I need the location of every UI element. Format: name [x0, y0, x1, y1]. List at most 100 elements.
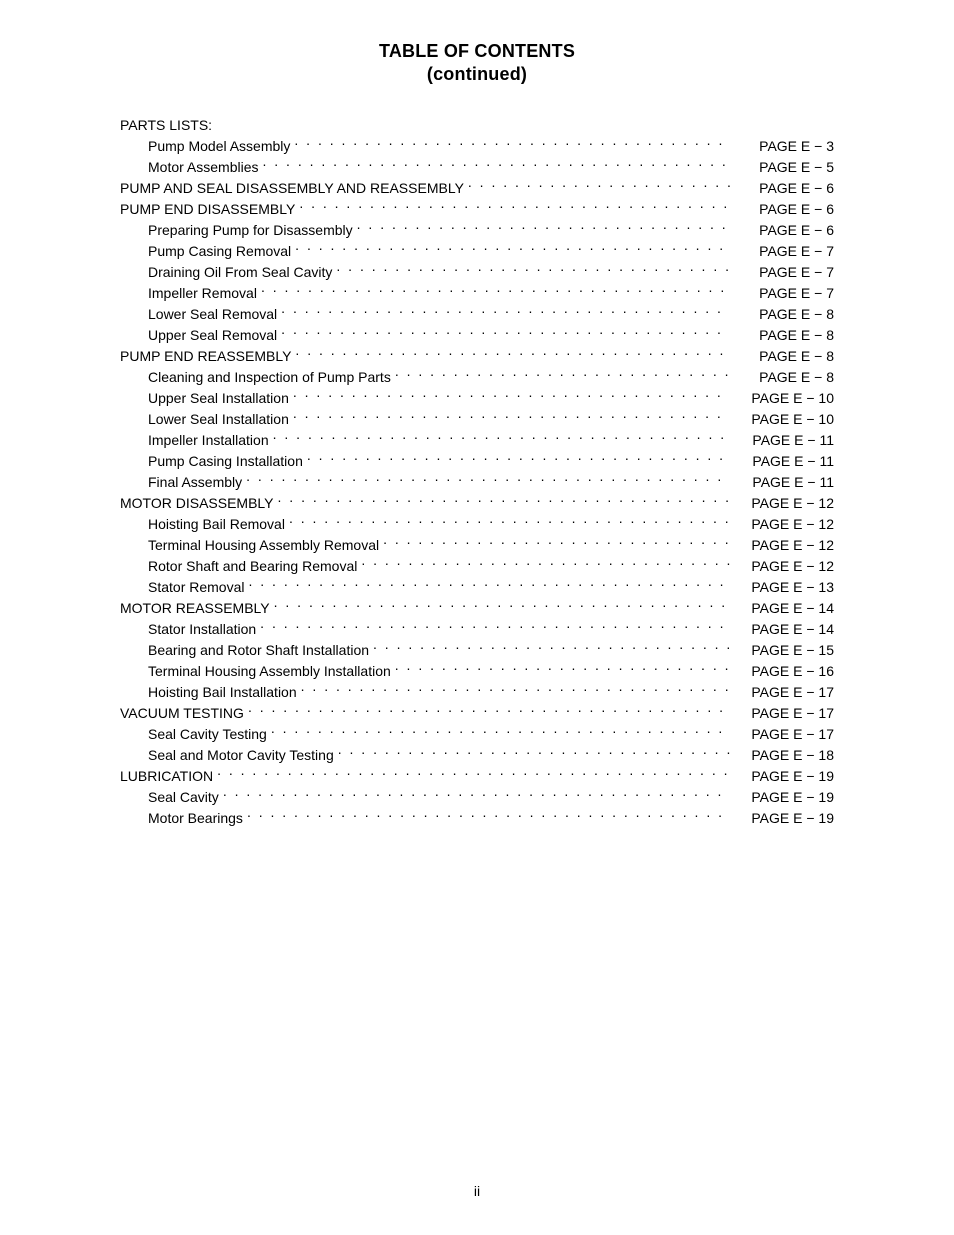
toc-entry-label: Final Assembly [120, 472, 242, 493]
toc-row: Terminal Housing Assembly RemovalPAGE E … [120, 535, 834, 556]
toc-entry-label: PUMP END REASSEMBLY [120, 346, 291, 367]
toc-entry-page: PAGE E − 19 [734, 766, 834, 787]
toc-leader-dots [217, 767, 730, 781]
toc-entry-label: Pump Casing Installation [120, 451, 303, 472]
toc-leader-dots [261, 284, 730, 298]
toc-row: Pump Model Assembly PAGE E − 3 [120, 136, 834, 157]
toc-entry-page: PAGE E − 8 [734, 325, 834, 346]
toc-leader-dots [247, 809, 730, 823]
toc-row: Upper Seal Removal PAGE E − 8 [120, 325, 834, 346]
toc-entry-page: PAGE E − 6 [734, 178, 834, 199]
toc-row: PUMP END REASSEMBLY PAGE E − 8 [120, 346, 834, 367]
toc-entry-page: PAGE E − 7 [734, 241, 834, 262]
toc-row: Pump Casing Installation PAGE E − 11 [120, 451, 834, 472]
toc-row: Hoisting Bail RemovalPAGE E − 12 [120, 514, 834, 535]
toc-entry-label: PARTS LISTS: [120, 115, 212, 136]
toc-entry-page: PAGE E − 8 [734, 346, 834, 367]
toc-row: Draining Oil From Seal Cavity PAGE E − 7 [120, 262, 834, 283]
document-page: TABLE OF CONTENTS (continued) PARTS LIST… [0, 0, 954, 1235]
toc-entry-label: Hoisting Bail Installation [120, 682, 297, 703]
toc-row: Pump Casing RemovalPAGE E − 7 [120, 241, 834, 262]
toc-entry-label: Upper Seal Installation [120, 388, 289, 409]
toc-entry-label: Motor Assemblies [120, 157, 258, 178]
toc-leader-dots [293, 410, 730, 424]
page-number-footer: ii [0, 1183, 954, 1199]
toc-entry-label: Seal and Motor Cavity Testing [120, 745, 334, 766]
toc-leader-dots [248, 704, 730, 718]
toc-row: MOTOR REASSEMBLY PAGE E − 14 [120, 598, 834, 619]
toc-entry-label: PUMP AND SEAL DISASSEMBLY AND REASSEMBLY [120, 178, 464, 199]
toc-leader-dots [357, 221, 730, 235]
toc-entry-page: PAGE E − 11 [734, 451, 834, 472]
title-line2: (continued) [120, 63, 834, 86]
toc-entry-page: PAGE E − 11 [734, 430, 834, 451]
toc-entry-page: PAGE E − 16 [734, 661, 834, 682]
toc-row: Final AssemblyPAGE E − 11 [120, 472, 834, 493]
title-line1: TABLE OF CONTENTS [120, 40, 834, 63]
toc-entry-label: Upper Seal Removal [120, 325, 277, 346]
toc-row: Hoisting Bail Installation PAGE E − 17 [120, 682, 834, 703]
toc-leader-dots [246, 473, 730, 487]
toc-entry-page: PAGE E − 17 [734, 682, 834, 703]
toc-row: Impeller Installation PAGE E − 11 [120, 430, 834, 451]
toc-leader-dots [383, 536, 730, 550]
toc-row: Preparing Pump for Disassembly PAGE E − 6 [120, 220, 834, 241]
toc-leader-dots [395, 368, 730, 382]
toc-entry-label: PUMP END DISASSEMBLY [120, 199, 295, 220]
toc-row: Stator Installation PAGE E − 14 [120, 619, 834, 640]
toc-leader-dots [299, 200, 730, 214]
toc-entry-page: PAGE E − 3 [734, 136, 834, 157]
toc-entry-label: Hoisting Bail Removal [120, 514, 285, 535]
toc-entry-page: PAGE E − 14 [734, 598, 834, 619]
toc-row: Seal Cavity TestingPAGE E − 17 [120, 724, 834, 745]
toc-leader-dots [294, 137, 730, 151]
toc-entry-page: PAGE E − 12 [734, 556, 834, 577]
toc-entry-label: Preparing Pump for Disassembly [120, 220, 353, 241]
toc-row: Motor Assemblies PAGE E − 5 [120, 157, 834, 178]
toc-entry-page: PAGE E − 10 [734, 409, 834, 430]
toc-leader-dots [281, 326, 730, 340]
toc-entry-page: PAGE E − 6 [734, 220, 834, 241]
toc-leader-dots [301, 683, 730, 697]
toc-entry-label: Draining Oil From Seal Cavity [120, 262, 332, 283]
toc-entry-page: PAGE E − 17 [734, 724, 834, 745]
toc-leader-dots [260, 620, 730, 634]
toc-entry-label: Pump Model Assembly [120, 136, 290, 157]
toc-entry-page: PAGE E − 6 [734, 199, 834, 220]
toc-row: PARTS LISTS: [120, 115, 834, 136]
toc-leader-dots [281, 305, 730, 319]
toc-leader-dots [274, 599, 730, 613]
toc-leader-dots [223, 788, 730, 802]
toc-leader-dots [278, 494, 730, 508]
toc-leader-dots [468, 179, 730, 193]
toc-leader-dots [395, 662, 730, 676]
toc-entry-page: PAGE E − 15 [734, 640, 834, 661]
toc-leader-dots [336, 263, 730, 277]
toc-entry-label: Bearing and Rotor Shaft Installation [120, 640, 369, 661]
toc-entry-page: PAGE E − 12 [734, 493, 834, 514]
toc-row: Cleaning and Inspection of Pump PartsPAG… [120, 367, 834, 388]
toc-entry-page: PAGE E − 7 [734, 262, 834, 283]
toc-entry-label: Cleaning and Inspection of Pump Parts [120, 367, 391, 388]
toc-entry-label: Terminal Housing Assembly Installation [120, 661, 391, 682]
toc-entry-page: PAGE E − 19 [734, 787, 834, 808]
toc-row: PUMP END DISASSEMBLY PAGE E − 6 [120, 199, 834, 220]
page-title: TABLE OF CONTENTS (continued) [120, 40, 834, 85]
toc-entry-page: PAGE E − 14 [734, 619, 834, 640]
toc-row: Bearing and Rotor Shaft Installation PAGE… [120, 640, 834, 661]
toc-entry-label: Lower Seal Installation [120, 409, 289, 430]
toc-leader-dots [295, 347, 730, 361]
toc-leader-dots [289, 515, 730, 529]
toc-entry-label: MOTOR REASSEMBLY [120, 598, 270, 619]
toc-row: Stator RemovalPAGE E − 13 [120, 577, 834, 598]
toc-entry-label: Stator Installation [120, 619, 256, 640]
toc-entry-label: VACUUM TESTING [120, 703, 244, 724]
toc-entry-page: PAGE E − 5 [734, 157, 834, 178]
toc-row: Lower Seal RemovalPAGE E − 8 [120, 304, 834, 325]
toc-entry-page: PAGE E − 13 [734, 577, 834, 598]
toc-leader-dots [338, 746, 730, 760]
toc-row: Motor BearingsPAGE E − 19 [120, 808, 834, 829]
toc-row: Terminal Housing Assembly Installation PA… [120, 661, 834, 682]
toc-leader-dots [361, 557, 730, 571]
toc-entry-label: Impeller Installation [120, 430, 269, 451]
